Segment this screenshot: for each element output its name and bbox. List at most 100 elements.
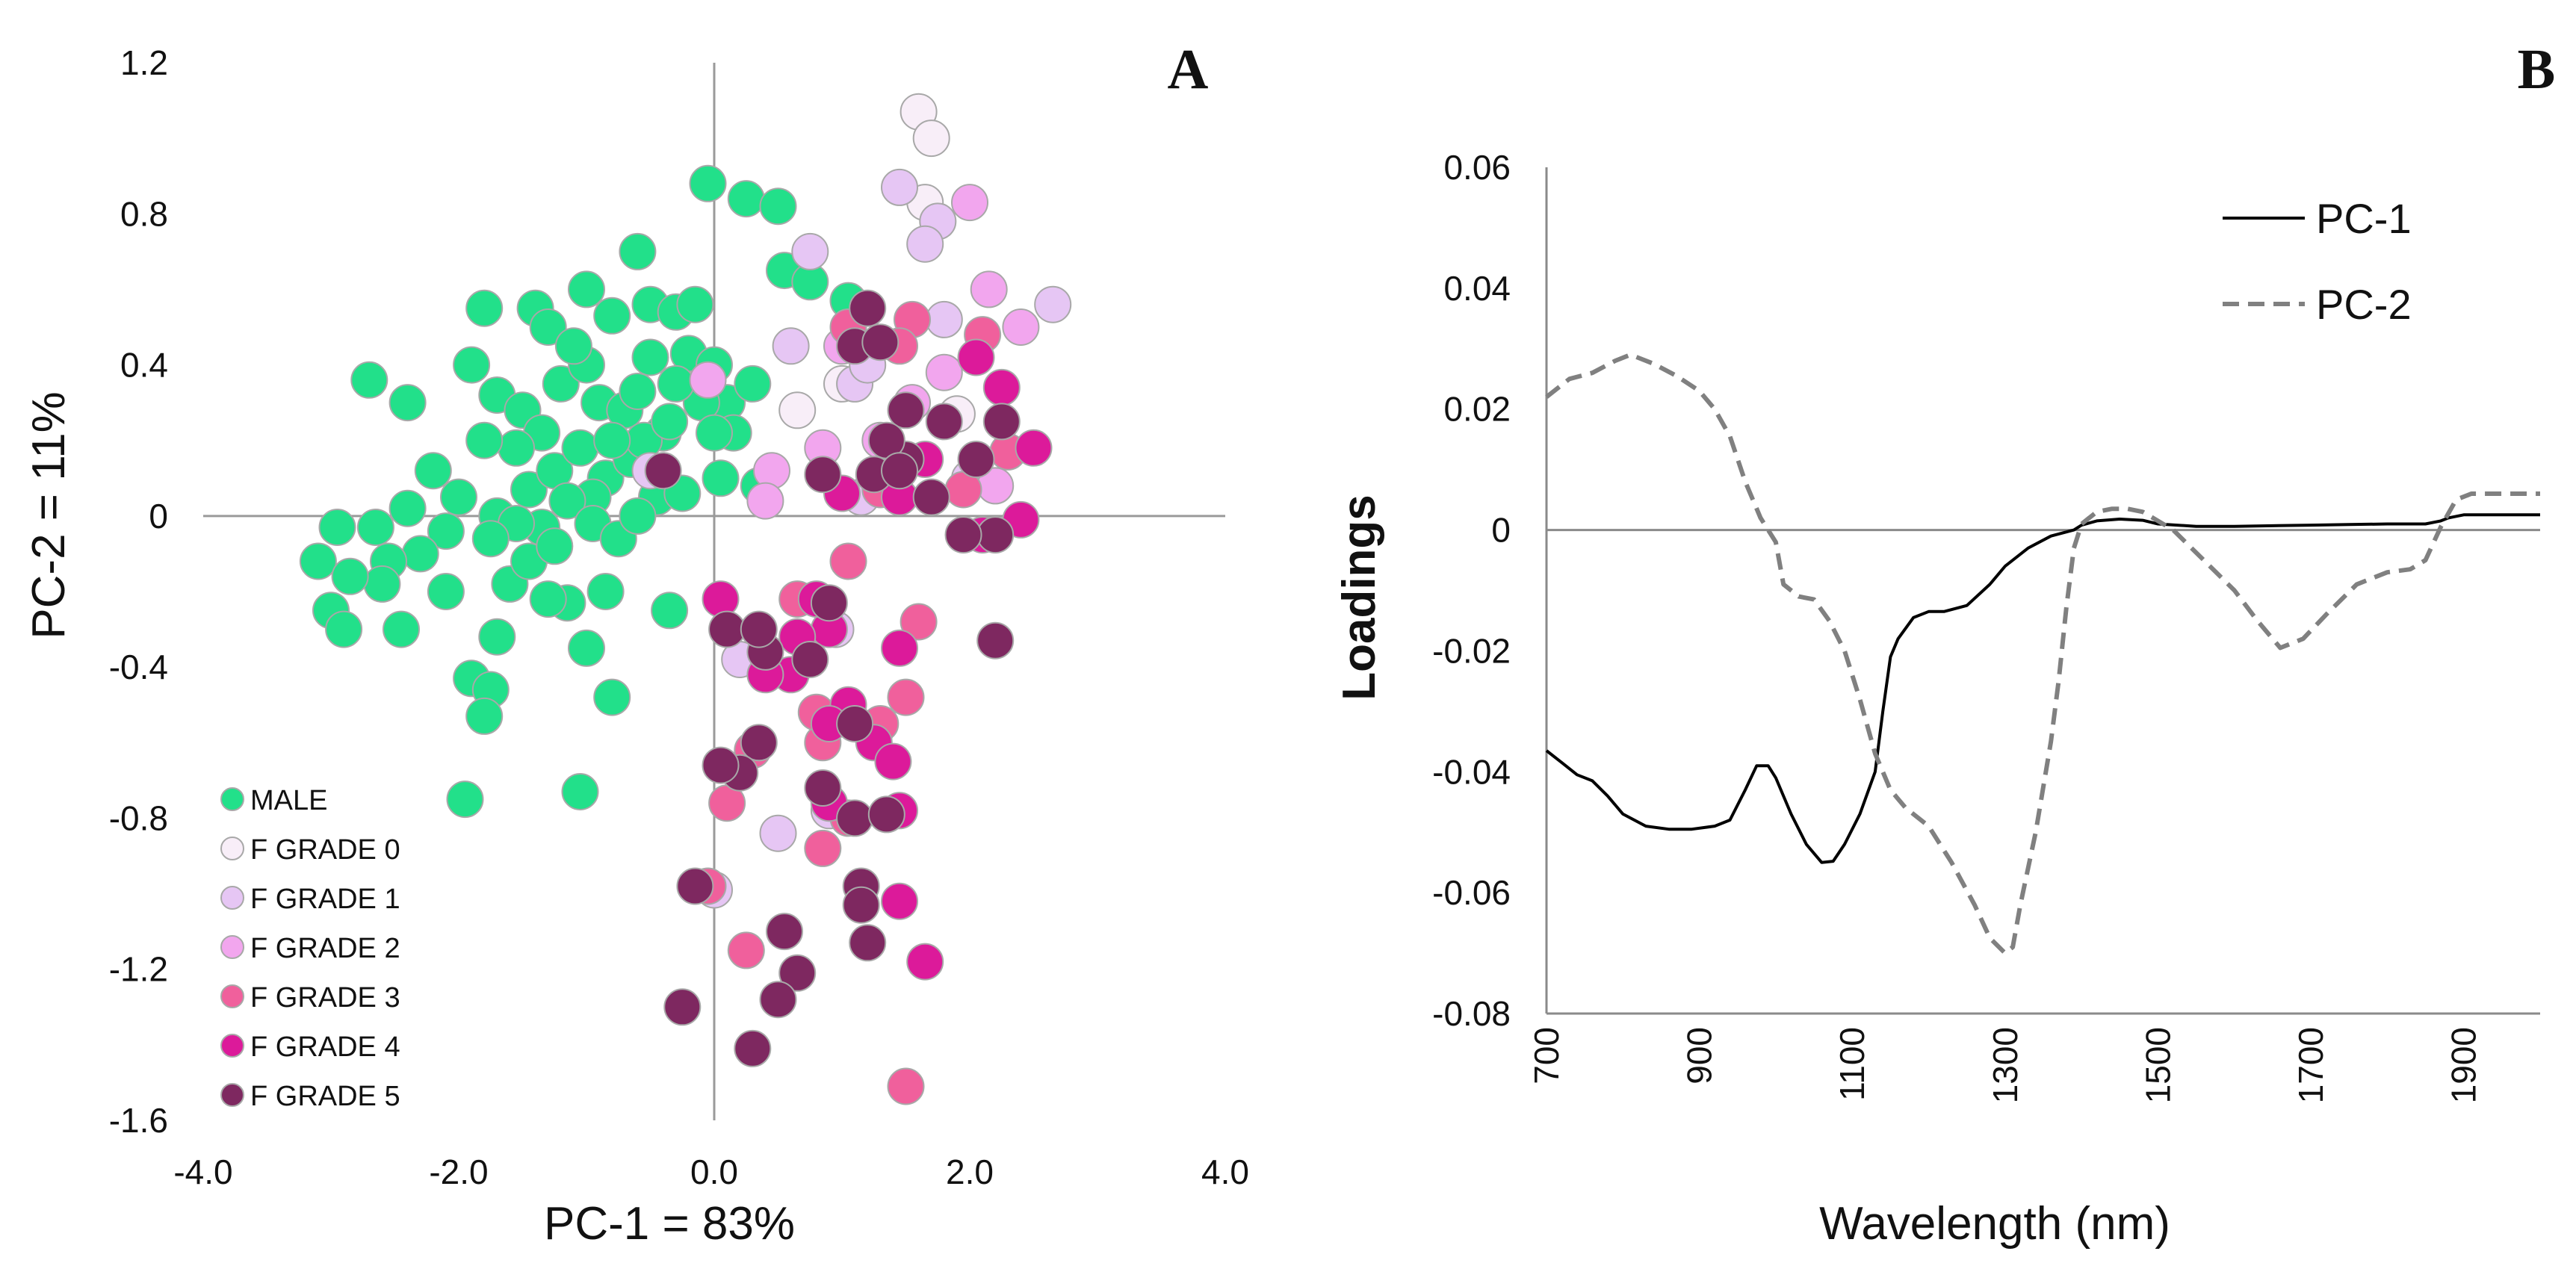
y-tick-labels: 1.2 0.8 0.4 0 -0.4 -0.8 -1.2 -1.6 [109, 43, 168, 1140]
point-male [446, 781, 484, 819]
point-f-grade-5 [708, 610, 746, 648]
point-f-grade-4 [874, 742, 912, 781]
point-f-grade-1 [791, 232, 829, 270]
point-f-grade-5 [976, 621, 1015, 660]
y-tick-label: -0.8 [109, 798, 168, 837]
y-tick-label: -0.02 [1432, 631, 1511, 670]
point-f-grade-5 [759, 981, 797, 1019]
point-f-grade-5 [702, 746, 740, 784]
point-f-grade-3 [804, 829, 842, 867]
point-f-grade-5 [766, 913, 803, 951]
point-f-grade-1 [881, 168, 918, 206]
point-f-grade-5 [887, 391, 925, 429]
panel-label-a: A [1168, 38, 1209, 101]
y-tick-label: -0.08 [1432, 994, 1511, 1033]
chart-panel-b: 700 900 1100 1300 1500 1700 1900 0.060.040.020… [1334, 38, 2555, 1250]
point-f-grade-5 [944, 516, 982, 554]
legend-label: PC-1 [2316, 195, 2412, 242]
point-f-grade-1 [1034, 285, 1072, 323]
y-tick-label: -0.06 [1432, 873, 1511, 912]
point-f-grade-4 [982, 368, 1021, 406]
point-f-grade-1 [906, 225, 944, 263]
point-f-grade-5 [849, 289, 887, 327]
x-tick-label: 0.0 [690, 1152, 738, 1191]
point-male [734, 364, 772, 403]
x-tick-label: 1500 [2139, 1027, 2178, 1103]
point-f-grade-1 [925, 300, 963, 338]
y-tick-label: 0.8 [120, 194, 168, 233]
legend-marker [220, 886, 244, 910]
point-male [350, 361, 388, 399]
point-f-grade-5 [734, 1029, 772, 1067]
scatter-points [299, 93, 1072, 1105]
point-male [363, 565, 401, 603]
point-male [593, 678, 631, 716]
x-tick-label: 1100 [1833, 1027, 1871, 1101]
point-male [593, 297, 631, 335]
point-f-grade-3 [887, 1067, 925, 1105]
point-male [325, 610, 363, 648]
y-tick-label: 0.04 [1443, 269, 1511, 308]
point-f-grade-5 [836, 799, 874, 837]
point-f-grade-5 [842, 886, 880, 924]
point-male [619, 373, 657, 410]
y-tick-label: -1.2 [109, 950, 168, 989]
point-f-grade-5 [791, 641, 829, 678]
point-male [388, 489, 427, 527]
point-male [568, 270, 605, 308]
point-male [561, 773, 599, 810]
point-f-grade-5 [982, 403, 1021, 441]
x-tick-labels: -4.0 -2.0 0.0 2.0 4.0 [173, 1152, 1249, 1191]
point-male [593, 421, 631, 459]
legend-label: F GRADE 0 [250, 834, 400, 866]
point-f-grade-5 [804, 456, 842, 494]
x-tick-label: 900 [1680, 1027, 1719, 1084]
y-tick-label: 0.06 [1443, 148, 1511, 187]
y-tick-label: 0 [149, 497, 168, 536]
legend-marker [220, 1083, 244, 1107]
y-tick-label: -0.4 [109, 648, 168, 686]
point-male [676, 285, 714, 323]
point-f-grade-2 [925, 353, 963, 391]
point-f-grade-5 [644, 452, 682, 490]
point-male [631, 338, 669, 376]
point-f-grade-2 [746, 482, 784, 520]
x-tick-label: -2.0 [429, 1152, 488, 1191]
point-male [536, 527, 574, 565]
point-male [318, 509, 356, 546]
point-f-grade-4 [881, 629, 918, 667]
y-tick-label: -1.6 [109, 1101, 168, 1140]
point-male [510, 471, 548, 509]
point-f-grade-5 [912, 478, 950, 516]
point-male [619, 232, 657, 270]
legend-marker [220, 935, 244, 959]
point-f-grade-5 [976, 516, 1015, 554]
legend-marker [220, 787, 244, 811]
legend-label: F GRADE 5 [250, 1081, 400, 1112]
point-f-grade-5 [676, 867, 714, 905]
legend-label: MALE [250, 785, 327, 816]
point-f-grade-5 [925, 403, 963, 441]
point-male [478, 618, 516, 656]
point-male [542, 364, 580, 403]
legend-marker [220, 837, 244, 860]
x-tick-label: 1300 [1986, 1027, 2025, 1103]
point-male [331, 557, 369, 595]
point-male [568, 629, 605, 667]
y-tick-label: 0.02 [1443, 390, 1511, 429]
point-f-grade-5 [740, 724, 778, 762]
point-male [689, 164, 727, 202]
point-male [586, 573, 625, 610]
point-male [759, 187, 797, 226]
point-male [465, 697, 504, 735]
legend-label: F GRADE 3 [250, 982, 400, 1014]
point-male [529, 308, 567, 346]
point-f-grade-4 [906, 943, 944, 981]
point-male [427, 512, 465, 550]
point-male [465, 289, 504, 327]
point-f-grade-5 [740, 610, 778, 648]
x-tick-label: 1900 [2445, 1027, 2483, 1103]
point-f-grade-2 [689, 361, 727, 399]
x-tick-label: 700 [1527, 1027, 1566, 1084]
point-male [471, 520, 510, 558]
